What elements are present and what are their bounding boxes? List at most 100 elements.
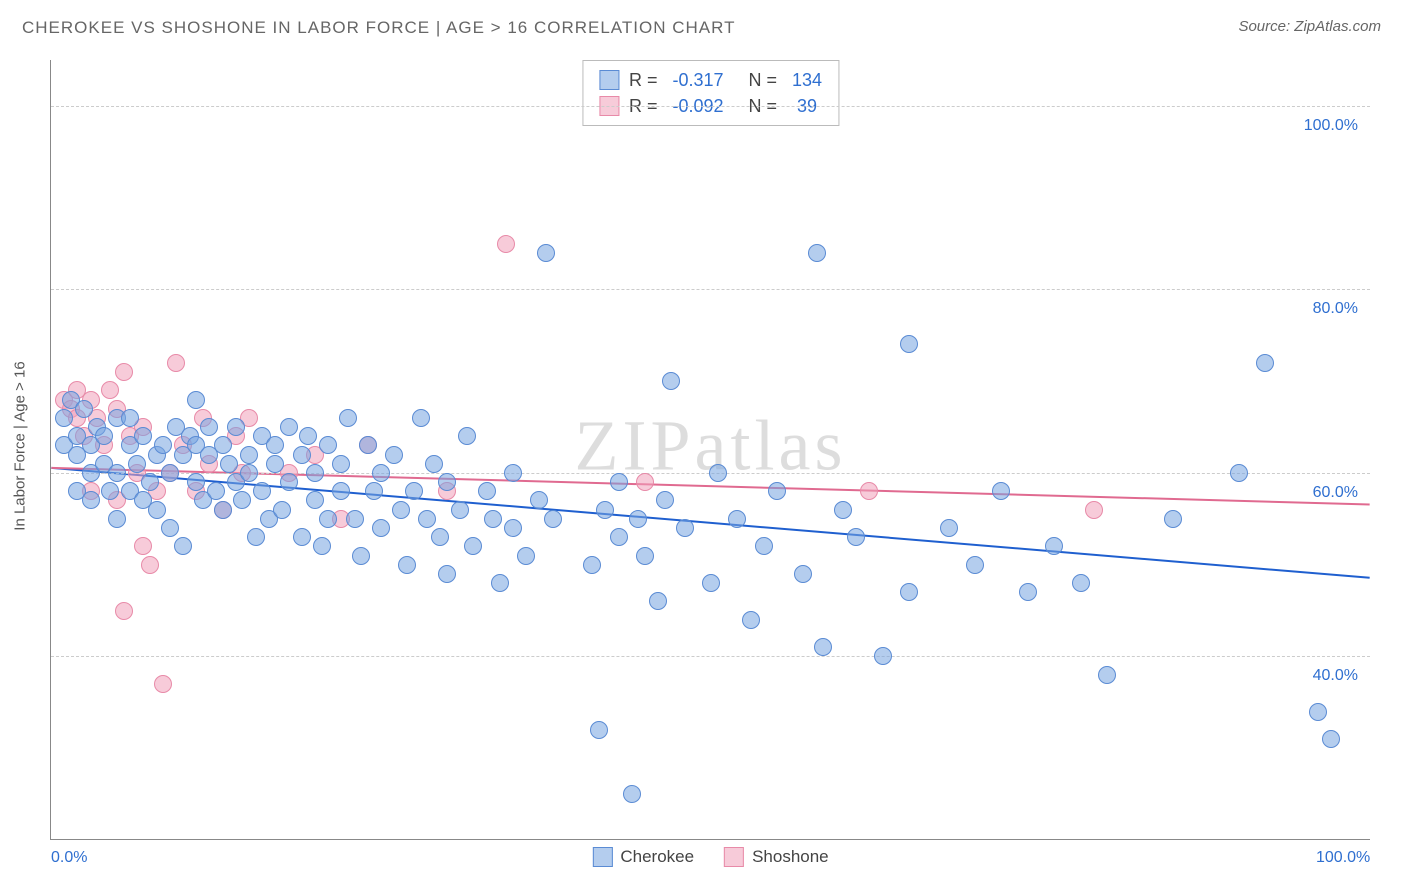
scatter-point — [214, 436, 232, 454]
legend-n-value: 134 — [792, 70, 822, 91]
scatter-point — [82, 491, 100, 509]
scatter-point — [1045, 537, 1063, 555]
scatter-point — [484, 510, 502, 528]
y-tick-label: 80.0% — [1313, 300, 1358, 318]
scatter-point — [590, 721, 608, 739]
scatter-point — [392, 501, 410, 519]
scatter-point — [372, 519, 390, 537]
legend-item: Shoshone — [724, 847, 829, 867]
scatter-point — [491, 574, 509, 592]
legend-item: Cherokee — [592, 847, 694, 867]
scatter-point — [742, 611, 760, 629]
scatter-point — [847, 528, 865, 546]
scatter-point — [636, 547, 654, 565]
scatter-point — [352, 547, 370, 565]
scatter-point — [702, 574, 720, 592]
scatter-point — [332, 455, 350, 473]
scatter-point — [148, 501, 166, 519]
scatter-point — [458, 427, 476, 445]
scatter-point — [1309, 703, 1327, 721]
scatter-point — [656, 491, 674, 509]
scatter-point — [676, 519, 694, 537]
scatter-point — [266, 455, 284, 473]
plot-area: ZIPatlas R = -0.317 N = 134 R = -0.092 N… — [50, 60, 1370, 840]
correlation-chart: CHEROKEE VS SHOSHONE IN LABOR FORCE | AG… — [0, 0, 1406, 892]
legend-item-label: Cherokee — [620, 847, 694, 867]
scatter-point — [438, 473, 456, 491]
scatter-point — [874, 647, 892, 665]
scatter-point — [187, 391, 205, 409]
scatter-point — [1230, 464, 1248, 482]
x-tick-label: 100.0% — [1316, 849, 1370, 867]
scatter-point — [141, 473, 159, 491]
legend-stat-row: R = -0.317 N = 134 — [599, 67, 822, 93]
scatter-point — [900, 583, 918, 601]
scatter-point — [108, 510, 126, 528]
scatter-point — [610, 528, 628, 546]
scatter-point — [293, 528, 311, 546]
scatter-point — [359, 436, 377, 454]
scatter-point — [240, 446, 258, 464]
legend-series: Cherokee Shoshone — [592, 847, 828, 867]
scatter-point — [365, 482, 383, 500]
scatter-point — [75, 400, 93, 418]
scatter-point — [200, 418, 218, 436]
scatter-point — [1019, 583, 1037, 601]
scatter-point — [860, 482, 878, 500]
scatter-point — [966, 556, 984, 574]
scatter-point — [332, 482, 350, 500]
scatter-point — [273, 501, 291, 519]
legend-stat-text: N = — [734, 70, 783, 91]
chart-source: Source: ZipAtlas.com — [1238, 18, 1381, 35]
scatter-point — [438, 565, 456, 583]
scatter-point — [629, 510, 647, 528]
y-tick-label: 40.0% — [1313, 667, 1358, 685]
gridline — [51, 106, 1370, 107]
scatter-point — [128, 455, 146, 473]
scatter-point — [636, 473, 654, 491]
scatter-point — [319, 510, 337, 528]
scatter-point — [134, 427, 152, 445]
scatter-point — [497, 235, 515, 253]
scatter-point — [583, 556, 601, 574]
scatter-point — [1072, 574, 1090, 592]
scatter-point — [161, 519, 179, 537]
scatter-point — [101, 482, 119, 500]
legend-swatch-icon — [599, 70, 619, 90]
scatter-point — [610, 473, 628, 491]
scatter-point — [174, 537, 192, 555]
scatter-point — [339, 409, 357, 427]
legend-r-value: -0.317 — [672, 70, 723, 91]
scatter-point — [412, 409, 430, 427]
scatter-point — [385, 446, 403, 464]
scatter-point — [141, 556, 159, 574]
scatter-point — [233, 491, 251, 509]
scatter-point — [319, 436, 337, 454]
scatter-point — [134, 537, 152, 555]
scatter-point — [596, 501, 614, 519]
scatter-point — [1098, 666, 1116, 684]
scatter-point — [431, 528, 449, 546]
chart-title: CHEROKEE VS SHOSHONE IN LABOR FORCE | AG… — [22, 18, 735, 38]
scatter-point — [187, 473, 205, 491]
scatter-point — [293, 446, 311, 464]
gridline — [51, 656, 1370, 657]
scatter-point — [247, 528, 265, 546]
scatter-point — [154, 675, 172, 693]
y-tick-label: 100.0% — [1304, 117, 1358, 135]
scatter-point — [940, 519, 958, 537]
scatter-point — [544, 510, 562, 528]
legend-swatch-icon — [592, 847, 612, 867]
scatter-point — [992, 482, 1010, 500]
scatter-point — [95, 427, 113, 445]
scatter-point — [167, 354, 185, 372]
scatter-point — [313, 537, 331, 555]
scatter-point — [418, 510, 436, 528]
scatter-point — [649, 592, 667, 610]
scatter-point — [405, 482, 423, 500]
scatter-point — [280, 418, 298, 436]
scatter-point — [55, 409, 73, 427]
legend-swatch-icon — [724, 847, 744, 867]
scatter-point — [1322, 730, 1340, 748]
scatter-point — [768, 482, 786, 500]
